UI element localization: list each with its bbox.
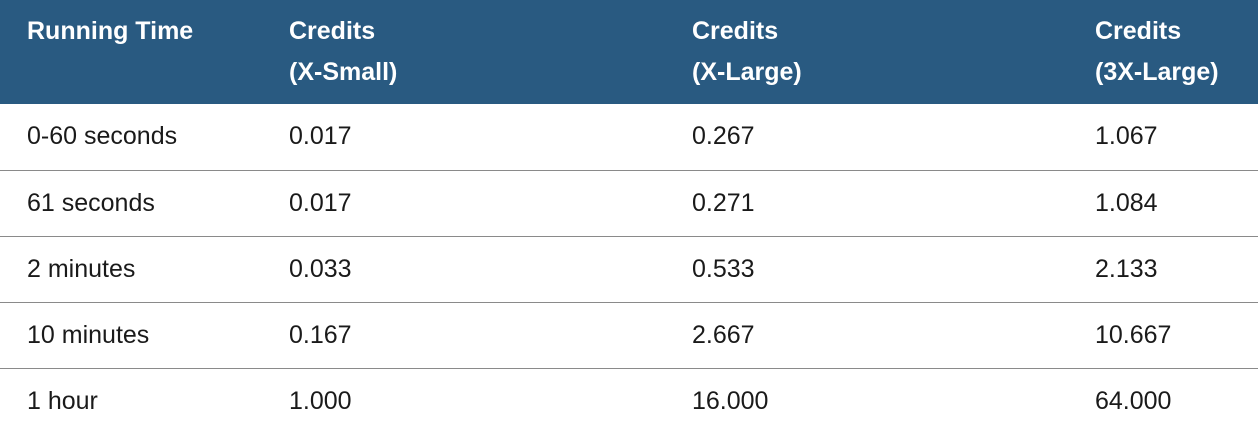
running-time-cell: 1 hour [27, 386, 98, 415]
header-credits-3x-large: Credits (3X-Large) [1095, 0, 1258, 104]
running-time-cell: 61 seconds [0, 170, 289, 237]
table-row: 2 minutes 0.033 0.533 2.133 [0, 236, 1258, 303]
credits-x-large-cell: 0.271 [692, 170, 1095, 237]
table-row: 1 hour 1.000 16.000 64.000 [0, 368, 1258, 434]
table-body: 0-60 seconds 0.017 0.267 1.067 61 second… [0, 104, 1258, 434]
credits-x-large-cell: 0.533 [692, 236, 1095, 303]
credits-3x-large-cell: 1.084 [1095, 170, 1258, 237]
credits-x-small-cell: 1.000 [289, 386, 352, 415]
credits-x-large-cell: 2.667 [692, 302, 1095, 369]
header-running-time: Running Time [0, 0, 289, 104]
credits-3x-large-cell: 64.000 [1095, 386, 1172, 415]
table-row: 10 minutes 0.167 2.667 10.667 [0, 302, 1258, 369]
header-credits-x-small: Credits (X-Small) [289, 0, 692, 104]
credits-3x-large-cell: 1.067 [1095, 104, 1258, 171]
header-sublabel: (3X-Large) [1095, 58, 1219, 86]
header-label: Credits [692, 17, 779, 45]
header-label: Credits [289, 17, 376, 45]
credits-x-small-cell: 0.017 [289, 170, 692, 237]
credits-x-large-cell: 0.267 [692, 104, 1095, 171]
credits-x-small-cell: 0.167 [289, 302, 692, 369]
running-time-cell: 0-60 seconds [0, 104, 289, 171]
credits-x-small-cell: 0.017 [289, 104, 692, 171]
credits-3x-large-cell: 2.133 [1095, 236, 1258, 303]
table-row: 61 seconds 0.017 0.271 1.084 [0, 170, 1258, 237]
credits-x-small-cell: 0.033 [289, 236, 692, 303]
header-label: Running Time [27, 17, 194, 45]
header-sublabel: (X-Large) [692, 58, 802, 86]
credits-x-large-cell: 16.000 [692, 386, 769, 415]
header-label: Credits [1095, 17, 1182, 45]
header-credits-x-large: Credits (X-Large) [692, 0, 1095, 104]
running-time-cell: 10 minutes [0, 302, 289, 369]
table-header: Running Time Credits (X-Small) Credits (… [0, 0, 1258, 104]
header-row: Running Time Credits (X-Small) Credits (… [0, 0, 1258, 104]
table-row: 0-60 seconds 0.017 0.267 1.067 [0, 104, 1258, 171]
header-sublabel: (X-Small) [289, 58, 398, 86]
running-time-cell: 2 minutes [0, 236, 289, 303]
credits-3x-large-cell: 10.667 [1095, 302, 1258, 369]
